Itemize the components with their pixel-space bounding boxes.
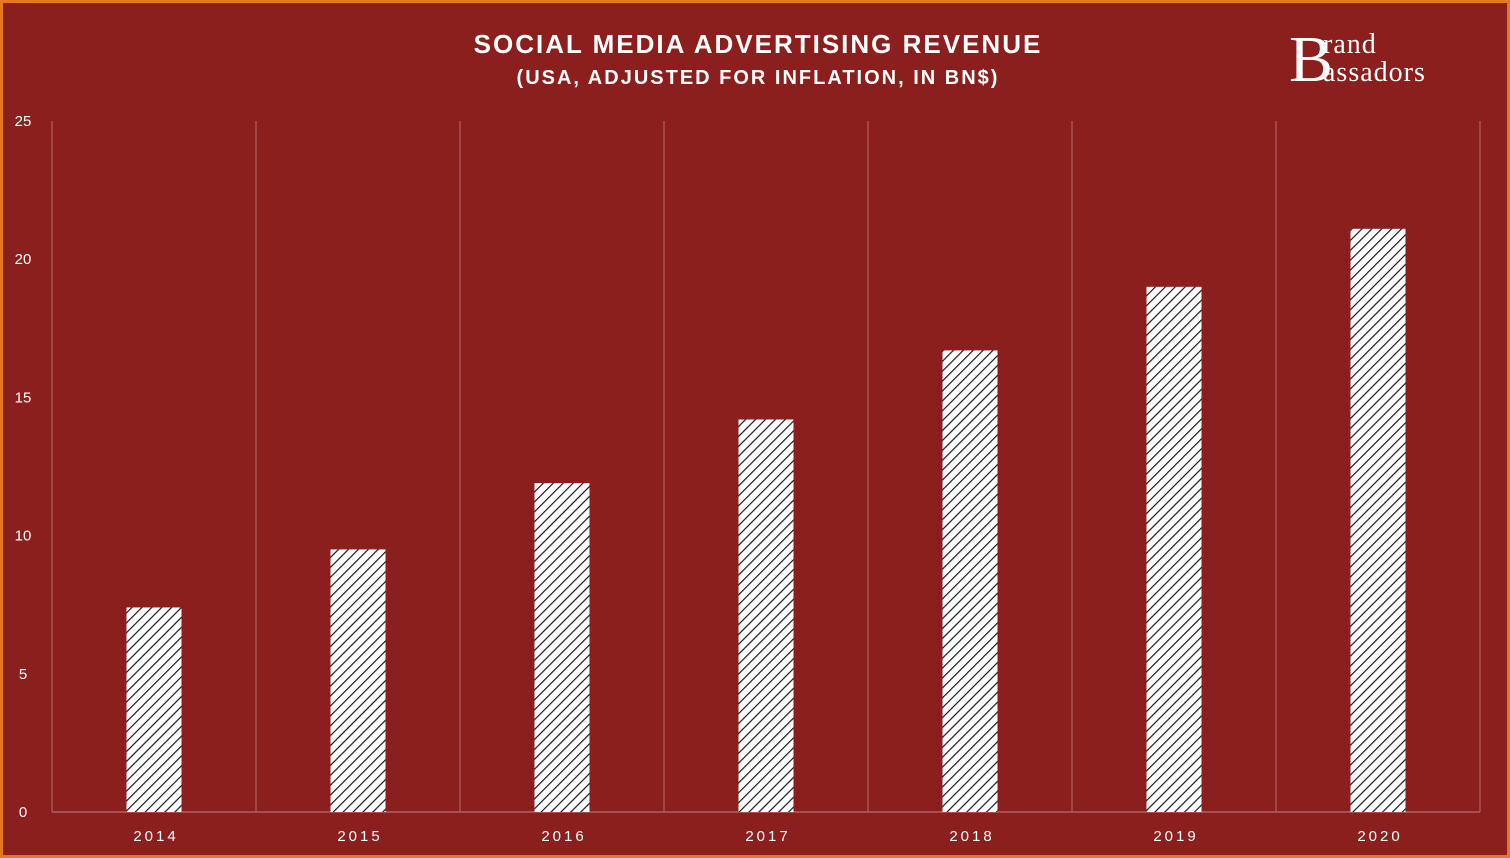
y-tick-label: 15 [15, 389, 32, 406]
bar-2019 [1146, 286, 1202, 813]
x-tick-label: 2017 [745, 828, 790, 845]
y-tick-label: 10 [15, 528, 32, 545]
x-axis: 2014 2015 2016 2017 2018 2019 2020 [133, 828, 1402, 845]
y-tick-label: 25 [15, 113, 32, 130]
x-tick-label: 2016 [541, 828, 586, 845]
bars [126, 228, 1406, 813]
x-tick-label: 2020 [1357, 828, 1402, 845]
bar-2016 [534, 483, 590, 812]
y-tick-label: 5 [19, 666, 27, 683]
y-tick-label: 20 [15, 251, 32, 268]
chart-title: SOCIAL MEDIA ADVERTISING REVENUE [473, 29, 1043, 59]
logo-letter: B [1289, 23, 1334, 96]
bar-chart: 0 5 10 15 20 25 2014 2015 2016 2017 2018 2019 2020 [15, 113, 1481, 845]
brand-logo: B rand assadors [1289, 27, 1479, 93]
chart-subtitle: (USA, ADJUSTED FOR INFLATION, IN BN$) [516, 67, 1000, 89]
x-tick-label: 2015 [337, 828, 382, 845]
bar-2020 [1350, 228, 1406, 812]
x-tick-label: 2018 [949, 828, 994, 845]
logo-line-1: rand [1323, 29, 1377, 60]
x-tick-label: 2019 [1153, 828, 1198, 845]
y-axis: 0 5 10 15 20 25 [15, 113, 32, 821]
logo-line-2: assadors [1323, 57, 1426, 88]
bar-2017 [738, 419, 794, 812]
bar-2015 [330, 549, 386, 812]
x-tick-label: 2014 [133, 828, 178, 845]
bar-2018 [942, 350, 998, 812]
bar-2014 [126, 607, 182, 812]
y-tick-label: 0 [19, 804, 27, 821]
grid [51, 121, 1481, 813]
